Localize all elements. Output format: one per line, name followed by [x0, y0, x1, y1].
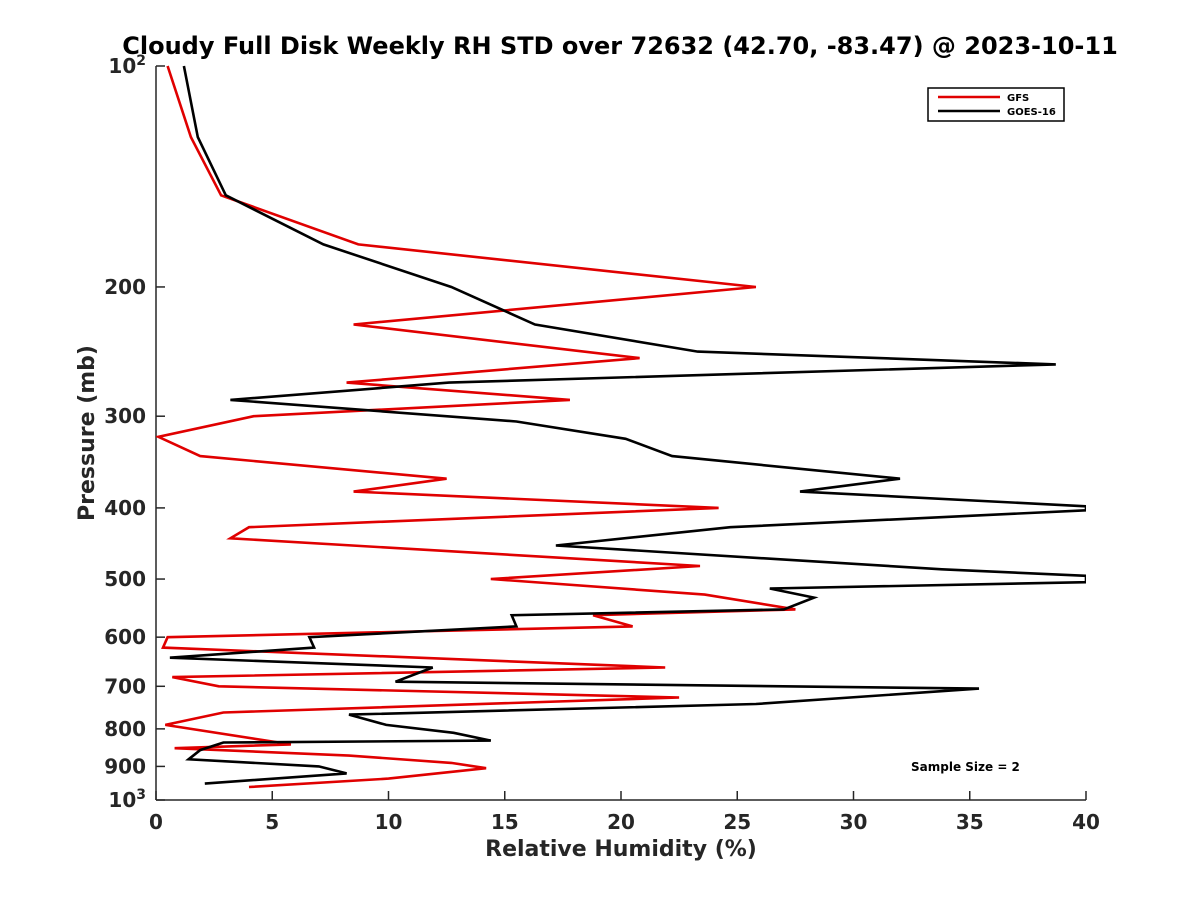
- x-ticks: 0 5 10 15 20 25 30 35 40: [149, 791, 1100, 834]
- legend-label-gfs: GFS: [1007, 93, 1029, 104]
- y-tick-label: 800: [104, 717, 146, 741]
- y-tick-label: 600: [104, 625, 146, 649]
- series-group: [156, 65, 1086, 789]
- x-tick-label: 20: [607, 810, 635, 834]
- x-tick-label: 0: [149, 810, 163, 834]
- y-tick-label: 103: [108, 787, 146, 812]
- x-tick-label: 30: [840, 810, 868, 834]
- x-axis-label: Relative Humidity (%): [485, 837, 757, 862]
- legend: GFS GOES-16: [927, 87, 1065, 122]
- y-tick-label: 102: [108, 53, 146, 78]
- series-line-goes16: [169, 65, 1086, 785]
- x-tick-label: 10: [375, 810, 403, 834]
- y-axis-label: Pressure (mb): [75, 345, 100, 521]
- x-tick-label: 40: [1072, 810, 1100, 834]
- legend-label-goes16: GOES-16: [1007, 107, 1056, 118]
- y-ticks: 102 200 300 400 500 600 700 800 900 103: [104, 53, 165, 812]
- y-tick-label: 200: [104, 275, 146, 299]
- chart-title: Cloudy Full Disk Weekly RH STD over 7263…: [122, 32, 1118, 60]
- x-tick-label: 35: [956, 810, 984, 834]
- y-tick-label: 900: [104, 754, 146, 778]
- x-tick-label: 15: [491, 810, 519, 834]
- x-tick-label: 5: [265, 810, 279, 834]
- y-tick-label: 500: [104, 567, 146, 591]
- x-tick-label: 25: [723, 810, 751, 834]
- y-tick-label: 400: [104, 496, 146, 520]
- sample-size-annotation: Sample Size = 2: [911, 760, 1020, 774]
- y-tick-label: 300: [104, 404, 146, 428]
- legend-box: [927, 87, 1065, 122]
- y-tick-label: 700: [104, 674, 146, 698]
